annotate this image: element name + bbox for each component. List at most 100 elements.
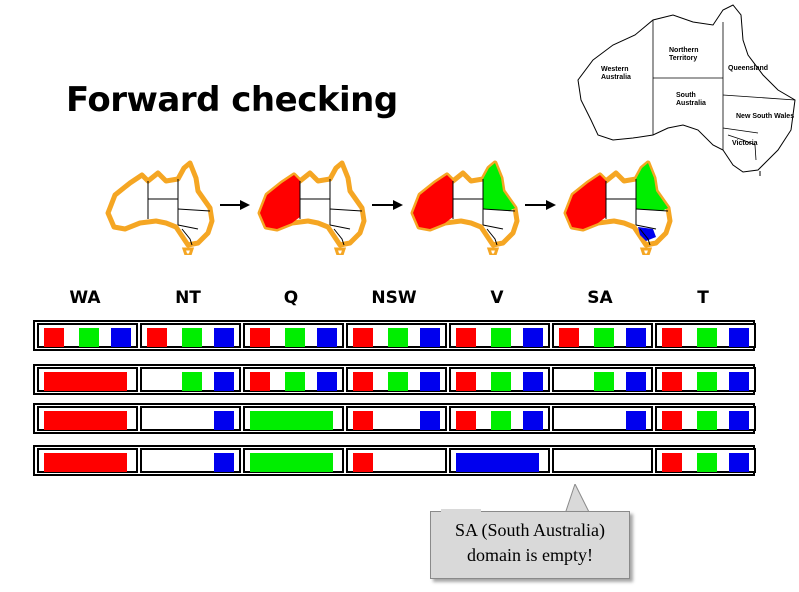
map-label-nsw: New South Wales — [736, 113, 794, 120]
green-value — [79, 328, 99, 347]
domain-cell-nsw — [346, 323, 447, 348]
domain-cell-wa — [37, 448, 138, 473]
green-value — [182, 372, 202, 391]
tasmania — [486, 247, 500, 255]
domain-cell-v — [449, 448, 550, 473]
domain-cell-v — [449, 367, 550, 392]
vic-border — [639, 228, 651, 246]
assigned-red-value — [44, 372, 127, 391]
v-region — [638, 227, 656, 241]
callout-line-1: SA (South Australia) — [454, 520, 605, 540]
domain-cell-sa — [552, 323, 653, 348]
map-label-sa-1: South — [676, 92, 696, 99]
map-label-sa-2: Australia — [676, 100, 706, 107]
domain-cell-q — [243, 448, 344, 473]
nsw-vic-border — [635, 224, 657, 230]
qld-nsw-border — [635, 208, 669, 212]
map-label-vic: Victoria — [732, 140, 758, 147]
green-value — [491, 411, 511, 430]
q-region — [483, 163, 515, 211]
domain-cell-nsw — [346, 448, 447, 473]
q-region — [636, 163, 668, 211]
forward-checking-sequence — [105, 160, 673, 255]
domain-cell-t — [655, 448, 756, 473]
sequence-map-1 — [105, 160, 215, 255]
blue-value — [626, 328, 646, 347]
column-header-v: V — [490, 288, 504, 308]
sequence-map-3 — [410, 160, 520, 255]
wa-region — [260, 175, 300, 229]
vic-border — [486, 228, 498, 246]
assigned-green-value — [250, 411, 333, 430]
green-value — [697, 411, 717, 430]
assigned-blue-value — [456, 453, 539, 472]
domain-cell-nt — [140, 406, 241, 431]
domain-cell-v — [449, 406, 550, 431]
qld-nsw-border — [482, 208, 516, 212]
blue-value — [214, 453, 234, 472]
vic-border — [181, 228, 193, 246]
green-value — [594, 372, 614, 391]
map-label-nt-1: Northern — [669, 47, 699, 54]
red-value — [353, 411, 373, 430]
tasmania — [639, 247, 653, 255]
domain-cell-nsw — [346, 406, 447, 431]
green-value — [285, 328, 305, 347]
map-label-wa-1: Western — [601, 66, 629, 73]
blue-value — [214, 328, 234, 347]
nsw-vic-border — [482, 224, 504, 230]
domain-row-1 — [33, 320, 756, 351]
blue-value — [729, 453, 749, 472]
domain-cell-nt — [140, 448, 241, 473]
blue-value — [523, 328, 543, 347]
blue-value — [420, 372, 440, 391]
domain-row-2 — [33, 364, 756, 395]
callout-tail-cover — [441, 509, 481, 513]
blue-value — [317, 372, 337, 391]
green-value — [594, 328, 614, 347]
domain-cell-nsw — [346, 367, 447, 392]
red-value — [353, 328, 373, 347]
red-value — [456, 411, 476, 430]
column-header-t: T — [697, 288, 709, 308]
green-value — [182, 328, 202, 347]
domain-cell-t — [655, 406, 756, 431]
green-value — [697, 453, 717, 472]
blue-value — [626, 372, 646, 391]
wa-region — [566, 175, 606, 229]
qld-nsw-border — [329, 208, 363, 212]
sequence-map-4 — [563, 160, 673, 255]
red-value — [662, 372, 682, 391]
red-value — [662, 453, 682, 472]
red-value — [250, 328, 270, 347]
callout-pointer — [564, 484, 591, 514]
blue-value — [729, 328, 749, 347]
qld-nsw-border — [177, 208, 211, 212]
tasmania — [181, 247, 195, 255]
domain-row-3 — [33, 403, 756, 434]
column-header-wa: WA — [69, 288, 101, 308]
red-value — [456, 328, 476, 347]
blue-value — [420, 328, 440, 347]
assigned-red-value — [44, 453, 127, 472]
red-value — [662, 328, 682, 347]
blue-value — [317, 328, 337, 347]
blue-value — [420, 411, 440, 430]
map-label-qld: Queensland — [728, 65, 768, 72]
green-value — [285, 372, 305, 391]
assigned-green-value — [250, 453, 333, 472]
domain-cell-sa — [552, 406, 653, 431]
red-value — [250, 372, 270, 391]
domain-cell-sa — [552, 448, 653, 473]
vic-border — [333, 228, 345, 246]
domain-cell-wa — [37, 367, 138, 392]
nsw-vic-border — [329, 224, 351, 230]
column-header-nt: NT — [175, 288, 201, 308]
green-value — [491, 372, 511, 391]
red-value — [559, 328, 579, 347]
green-value — [388, 328, 408, 347]
blue-value — [729, 411, 749, 430]
red-value — [147, 328, 167, 347]
nsw-vic-border — [177, 224, 199, 230]
red-value — [44, 328, 64, 347]
